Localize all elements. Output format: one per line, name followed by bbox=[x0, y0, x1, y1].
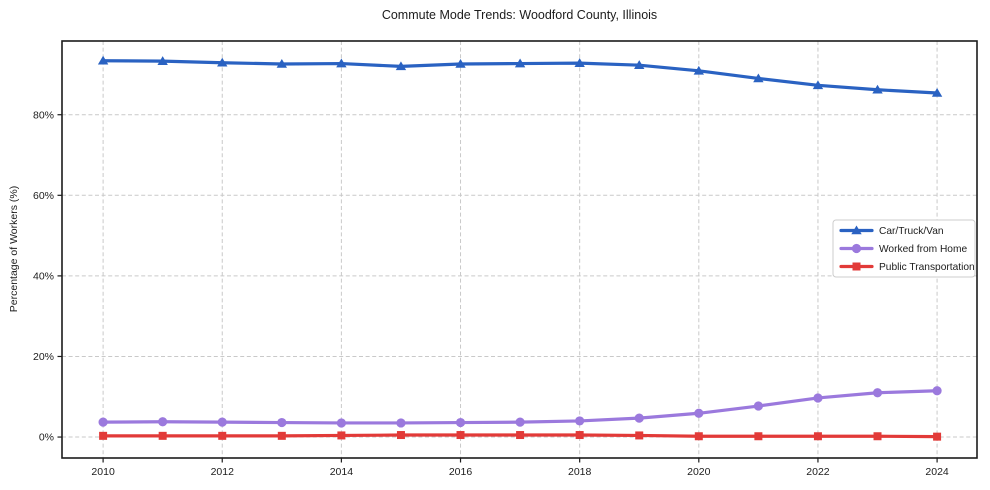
data-point-worked-from-home bbox=[336, 418, 346, 428]
plot-border bbox=[61, 40, 978, 459]
tick-labels: 0% 20% 40% 60% 80% 2010 2012 2014 2016 2018 2020 20… bbox=[33, 109, 949, 478]
data-point-car-truck-van bbox=[157, 56, 168, 65]
data-point-public-transportation bbox=[694, 432, 703, 441]
data-point-car-truck-van bbox=[97, 55, 109, 65]
legend-label: Worked from Home bbox=[879, 244, 967, 255]
legend-item-public-transportation: Public Transportation bbox=[839, 262, 975, 273]
data-point-worked-from-home bbox=[932, 386, 942, 396]
series-public-transportation bbox=[99, 431, 942, 441]
y-tick-label: 60% bbox=[33, 190, 54, 202]
x-tick-label: 2016 bbox=[449, 466, 473, 478]
legend-label: Public Transportation bbox=[879, 262, 975, 273]
data-point-car-truck-van bbox=[574, 58, 585, 67]
data-point-car-truck-van bbox=[931, 87, 943, 97]
data-point-public-transportation bbox=[396, 431, 405, 440]
x-tick-label: 2022 bbox=[806, 466, 830, 478]
data-point-worked-from-home bbox=[694, 408, 704, 418]
data-point-car-truck-van bbox=[455, 58, 466, 68]
y-tick-label: 80% bbox=[33, 109, 54, 121]
legend-marker-triangle bbox=[851, 225, 862, 235]
data-point-public-transportation bbox=[813, 432, 822, 441]
data-point-public-transportation bbox=[873, 432, 882, 441]
data-point-worked-from-home bbox=[753, 401, 763, 411]
data-point-worked-from-home bbox=[158, 417, 168, 427]
data-point-public-transportation bbox=[337, 431, 346, 440]
plot-background bbox=[62, 41, 977, 458]
data-point-worked-from-home bbox=[277, 417, 287, 428]
x-tick-label: 2014 bbox=[330, 466, 354, 478]
data-point-worked-from-home bbox=[634, 413, 644, 423]
data-point-car-truck-van bbox=[634, 60, 645, 69]
x-tick-label: 2010 bbox=[91, 466, 115, 478]
data-point-public-transportation bbox=[575, 431, 584, 440]
data-point-public-transportation bbox=[158, 431, 167, 440]
series-worked-from-home bbox=[98, 386, 942, 428]
legend-box bbox=[832, 219, 976, 278]
chart-title: Commute Mode Trends: Woodford County, Il… bbox=[381, 8, 658, 22]
x-tick-label: 2020 bbox=[687, 466, 711, 478]
data-point-public-transportation bbox=[99, 431, 108, 440]
legend-item-car-truck-van: Car/Truck/Van bbox=[839, 225, 944, 237]
data-point-worked-from-home bbox=[396, 418, 406, 428]
data-point-public-transportation bbox=[516, 431, 525, 440]
data-point-public-transportation bbox=[456, 431, 465, 440]
data-point-public-transportation bbox=[933, 432, 942, 441]
y-tick-label: 20% bbox=[33, 351, 54, 363]
data-point-car-truck-van bbox=[872, 84, 883, 94]
legend-label: Car/Truck/Van bbox=[879, 226, 944, 237]
data-point-public-transportation bbox=[754, 432, 763, 441]
data-point-worked-from-home bbox=[872, 388, 883, 398]
data-point-car-truck-van bbox=[336, 58, 347, 68]
x-tick-label: 2024 bbox=[925, 466, 949, 478]
data-point-car-truck-van bbox=[753, 73, 764, 83]
y-tick-label: 40% bbox=[33, 270, 54, 282]
data-point-car-truck-van bbox=[395, 61, 407, 71]
data-point-car-truck-van bbox=[812, 80, 824, 90]
data-point-worked-from-home bbox=[515, 417, 525, 427]
tick-marks bbox=[57, 114, 938, 463]
series-car-truck-van bbox=[97, 55, 943, 97]
legend-marker-circle bbox=[851, 243, 862, 254]
x-tick-label: 2012 bbox=[211, 466, 235, 478]
data-point-public-transportation bbox=[218, 431, 227, 440]
x-tick-label: 2018 bbox=[568, 466, 592, 478]
data-point-worked-from-home bbox=[217, 417, 227, 427]
data-point-car-truck-van bbox=[217, 57, 228, 67]
data-point-car-truck-van bbox=[276, 58, 288, 68]
data-point-car-truck-van bbox=[514, 58, 526, 68]
y-tick-label: 0% bbox=[39, 432, 54, 444]
data-point-public-transportation bbox=[635, 431, 644, 440]
data-point-public-transportation bbox=[277, 431, 286, 440]
data-point-car-truck-van bbox=[693, 65, 705, 75]
data-point-worked-from-home bbox=[813, 393, 823, 403]
data-point-worked-from-home bbox=[455, 417, 466, 428]
legend-item-worked-from-home: Worked from Home bbox=[839, 243, 967, 255]
data-point-worked-from-home bbox=[575, 416, 585, 426]
legend-marker-square bbox=[852, 262, 861, 271]
data-point-worked-from-home bbox=[98, 417, 108, 427]
legend: Car/Truck/Van Worked from Home Public Tran… bbox=[832, 219, 976, 278]
